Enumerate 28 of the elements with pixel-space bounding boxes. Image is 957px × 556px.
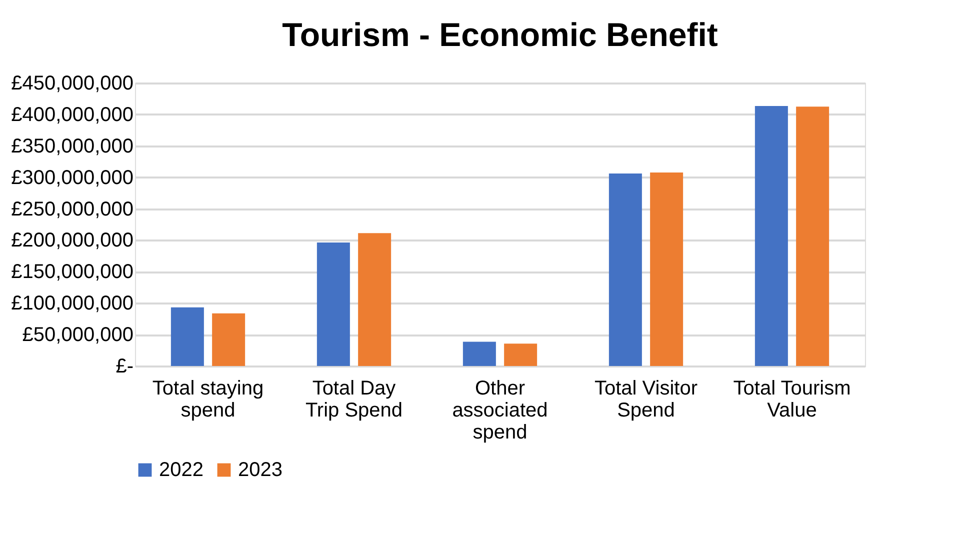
x-tick-label: Total Tourism Value [733,378,851,422]
bar [504,344,538,366]
bar [170,307,204,366]
x-tick-label: Total staying spend [152,378,264,422]
y-tick-label: £100,000,000 [11,292,134,315]
chart-title: Tourism - Economic Benefit [282,16,718,53]
y-tick-label: £250,000,000 [11,198,134,220]
y-tick-label: £350,000,000 [11,135,134,158]
bar [650,172,684,366]
bar [316,242,350,366]
bar [754,106,788,366]
y-tick-label: £450,000,000 [11,72,134,94]
y-tick-label: £400,000,000 [11,104,134,126]
legend-label: 2022 [159,459,204,481]
bar [608,174,642,366]
y-tick-label: £200,000,000 [11,230,134,252]
bar [796,106,830,366]
y-tick-label: £- [116,356,134,378]
y-tick-label: £150,000,000 [11,261,134,284]
bar [358,233,392,366]
y-tick-label: £50,000,000 [22,324,134,346]
y-tick-label: £300,000,000 [11,166,134,189]
x-tick-label: Total Visitor Spend [594,378,698,422]
bar [212,313,246,366]
x-tick-label: Total Day Trip Spend [305,378,403,422]
bar [462,342,496,366]
legend-label: 2023 [238,459,282,481]
x-tick-label: Other associated spend [452,378,548,444]
